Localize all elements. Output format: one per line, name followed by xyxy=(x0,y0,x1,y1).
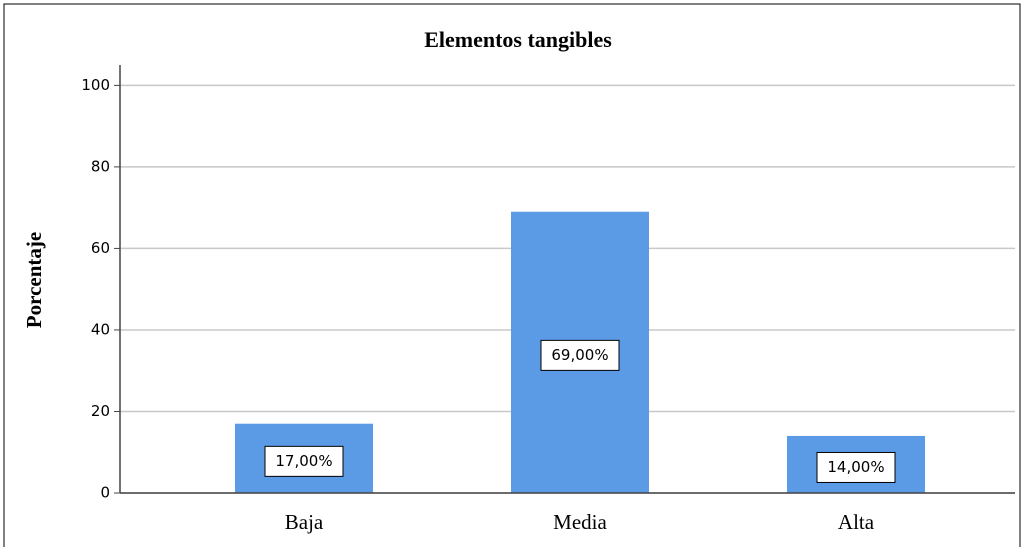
value-label: 69,00% xyxy=(551,346,608,364)
x-tick-label: Baja xyxy=(285,510,324,534)
y-tick-label: 20 xyxy=(91,402,110,420)
y-axis-title: Porcentaje xyxy=(22,232,46,328)
value-label-box xyxy=(816,451,896,483)
value-label-box xyxy=(540,339,620,371)
chart-title: Elementos tangibles xyxy=(424,27,612,52)
value-label-box xyxy=(264,445,344,477)
y-tick-label: 0 xyxy=(100,484,110,502)
x-tick-label: Alta xyxy=(838,510,875,534)
value-label: 17,00% xyxy=(275,452,332,470)
value-label: 14,00% xyxy=(827,458,884,476)
y-tick-label: 80 xyxy=(91,157,110,175)
y-tick-label: 40 xyxy=(91,320,110,338)
y-tick-label: 60 xyxy=(91,239,110,257)
x-tick-label: Media xyxy=(553,510,607,534)
y-tick-label: 100 xyxy=(81,76,110,94)
